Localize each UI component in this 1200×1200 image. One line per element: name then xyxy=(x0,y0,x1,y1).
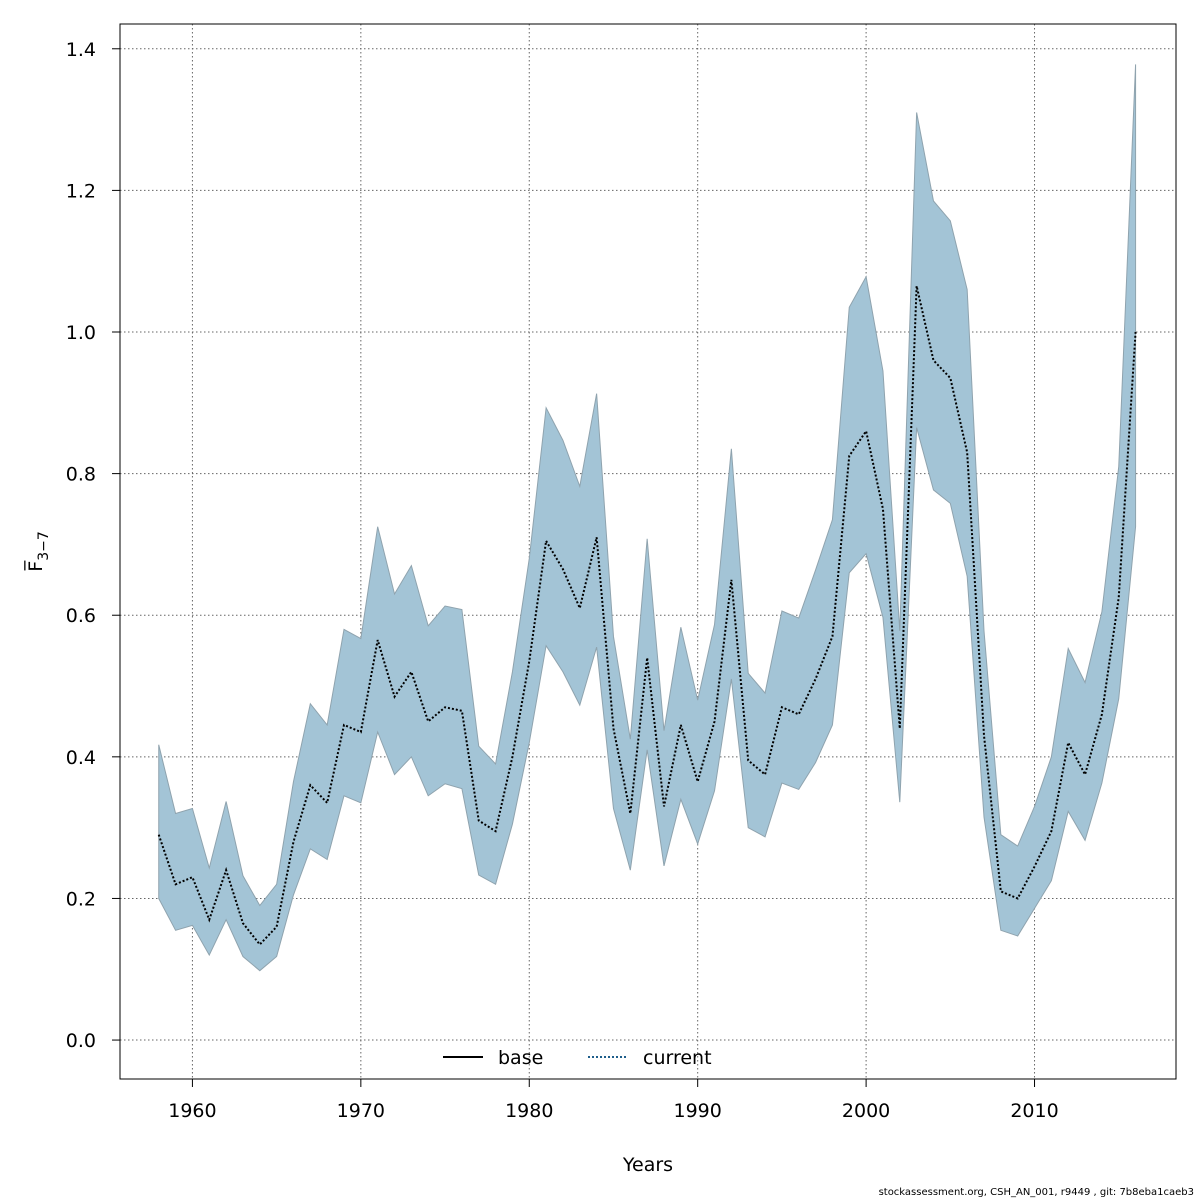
axes: 1960 1970 1980 1990 2000 2010 0.0 0.2 0.4 0.6 0.8 1… xyxy=(66,39,1059,1122)
x-tick-label: 1990 xyxy=(674,1100,722,1122)
series-line-current xyxy=(157,285,1137,946)
footer-credit: stockassessment.org, CSH_AN_001, r9449 ,… xyxy=(878,1187,1194,1198)
y-tick-label: 0.6 xyxy=(66,605,96,627)
y-tick-label: 1.2 xyxy=(66,180,96,202)
legend: base current xyxy=(443,1047,712,1069)
y-tick-label: 0.0 xyxy=(66,1030,96,1052)
plot-frame xyxy=(119,23,1177,1080)
x-tick-label: 1960 xyxy=(168,1100,216,1122)
x-tick-label: 1970 xyxy=(337,1100,385,1122)
y-tick-label: 0.4 xyxy=(66,747,96,769)
x-tick-label: 1980 xyxy=(505,1100,553,1122)
y-tick-label: 1.4 xyxy=(66,39,96,61)
legend-label-base: base xyxy=(498,1047,543,1069)
confidence-band xyxy=(158,64,1137,972)
legend-label-current: current xyxy=(643,1047,712,1069)
y-tick-label: 0.8 xyxy=(66,464,96,486)
band-layer xyxy=(158,64,1137,972)
x-axis-title: Years xyxy=(622,1154,673,1176)
y-tick-label: 0.2 xyxy=(66,888,96,910)
y-axis-title-subscript: 3−7 xyxy=(36,531,52,561)
y-tick-label: 1.0 xyxy=(66,322,96,344)
y-axis-title-main: F̅ xyxy=(23,560,47,572)
y-axis-title: F̅3−7 xyxy=(23,531,52,571)
x-tick-label: 2000 xyxy=(842,1100,890,1122)
series-layer xyxy=(157,285,1137,946)
x-tick-label: 2010 xyxy=(1010,1100,1058,1122)
